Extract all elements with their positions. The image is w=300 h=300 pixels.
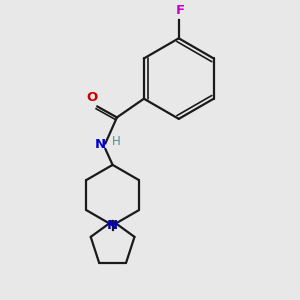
Text: H: H bbox=[112, 135, 121, 148]
Text: N: N bbox=[95, 138, 106, 151]
Text: O: O bbox=[87, 91, 98, 103]
Text: F: F bbox=[176, 4, 185, 17]
Text: N: N bbox=[107, 219, 118, 232]
